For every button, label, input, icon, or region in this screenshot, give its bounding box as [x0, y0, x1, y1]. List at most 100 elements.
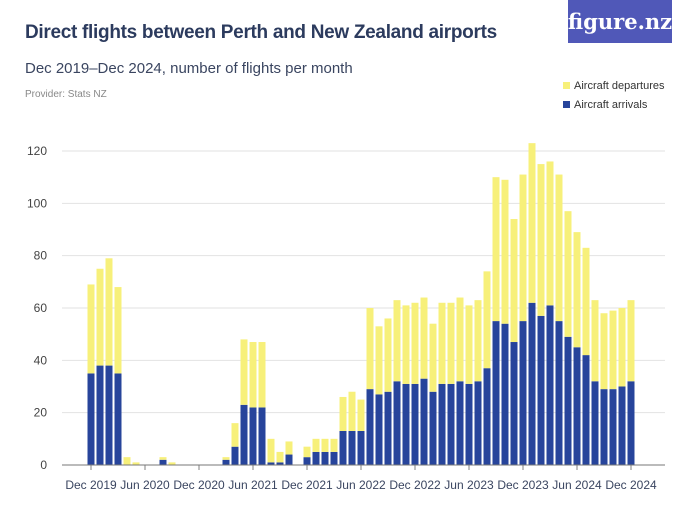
bar-arrivals	[519, 321, 527, 465]
bar-arrivals	[384, 391, 392, 465]
bar-departures	[366, 308, 374, 390]
bar-departures	[438, 302, 446, 384]
x-tick-label: Jun 2023	[444, 478, 494, 492]
bar-arrivals	[447, 383, 455, 465]
bar-arrivals	[375, 394, 383, 465]
y-tick-label: 0	[40, 458, 47, 472]
bar-arrivals	[222, 459, 230, 465]
bar-departures	[393, 300, 401, 382]
bar-departures	[303, 446, 311, 458]
bar-departures	[312, 438, 320, 452]
bar-arrivals	[429, 391, 437, 465]
bar-departures	[168, 462, 176, 465]
bar-arrivals	[555, 321, 563, 465]
bar-arrivals	[231, 446, 239, 465]
bar-departures	[429, 323, 437, 392]
x-tick-label: Dec 2022	[389, 478, 441, 492]
bar-arrivals	[312, 451, 320, 465]
bar-departures	[96, 268, 104, 366]
legend-swatch-departures	[563, 82, 570, 89]
bar-arrivals	[267, 462, 275, 465]
bar-departures	[357, 399, 365, 431]
bar-arrivals	[564, 336, 572, 465]
bar-departures	[231, 423, 239, 447]
bar-departures	[330, 438, 338, 452]
bar-arrivals	[501, 323, 509, 465]
bar-departures	[537, 164, 545, 316]
bar-departures	[510, 219, 518, 343]
bar-arrivals	[618, 386, 626, 465]
bar-arrivals	[474, 381, 482, 465]
bar-arrivals	[276, 462, 284, 465]
x-tick-label: Jun 2021	[228, 478, 278, 492]
bar-departures	[384, 318, 392, 392]
bar-arrivals	[258, 407, 266, 465]
bar-arrivals	[366, 389, 374, 465]
bar-departures	[285, 441, 293, 455]
bar-departures	[420, 297, 428, 379]
bar-departures	[528, 143, 536, 303]
bar-departures	[87, 284, 95, 374]
bar-arrivals	[528, 302, 536, 465]
x-tick-label: Dec 2021	[281, 478, 333, 492]
bar-departures	[321, 438, 329, 452]
y-tick-label: 80	[34, 249, 48, 263]
bar-departures	[240, 339, 248, 405]
bar-departures	[258, 342, 266, 408]
figure-nz-logo[interactable]: figure.nz	[568, 0, 672, 43]
y-tick-label: 100	[27, 196, 47, 210]
x-tick-label: Dec 2024	[605, 478, 657, 492]
bar-departures	[519, 174, 527, 322]
bar-departures	[267, 438, 275, 463]
x-tick-label: Jun 2022	[336, 478, 386, 492]
x-tick-label: Dec 2023	[497, 478, 549, 492]
bar-departures	[348, 391, 356, 431]
bar-departures	[474, 300, 482, 382]
bar-arrivals	[303, 457, 311, 465]
bar-arrivals	[402, 383, 410, 465]
bar-departures	[618, 308, 626, 387]
y-tick-label: 60	[34, 301, 48, 315]
x-tick-label: Jun 2020	[120, 478, 170, 492]
bar-departures	[582, 247, 590, 356]
bar-departures	[222, 457, 230, 460]
legend-label: Aircraft departures	[574, 79, 665, 92]
legend-departures: Aircraft departures	[563, 76, 664, 95]
bar-arrivals	[537, 315, 545, 465]
bar-arrivals	[393, 381, 401, 465]
bar-departures	[123, 457, 131, 465]
bar-arrivals	[465, 383, 473, 465]
y-tick-label: 20	[34, 406, 48, 420]
bar-departures	[105, 258, 113, 366]
bar-arrivals	[321, 451, 329, 465]
bar-arrivals	[339, 430, 347, 465]
bar-arrivals	[285, 454, 293, 465]
y-tick-label: 40	[34, 353, 48, 367]
bar-arrivals	[159, 459, 167, 465]
bar-departures	[447, 302, 455, 384]
bar-arrivals	[240, 404, 248, 465]
bar-arrivals	[357, 430, 365, 465]
bar-arrivals	[330, 451, 338, 465]
bar-departures	[276, 451, 284, 463]
bar-arrivals	[483, 368, 491, 465]
x-tick-label: Dec 2020	[173, 478, 225, 492]
bar-departures	[114, 287, 122, 374]
bar-arrivals	[105, 365, 113, 465]
bar-departures	[249, 342, 257, 408]
bar-arrivals	[249, 407, 257, 465]
bar-arrivals	[411, 383, 419, 465]
legend-swatch-arrivals	[563, 101, 570, 108]
legend: Aircraft departures Aircraft arrivals	[563, 76, 664, 114]
y-tick-label: 120	[27, 144, 47, 158]
bar-departures	[492, 177, 500, 322]
bar-departures	[402, 305, 410, 384]
bar-arrivals	[627, 381, 635, 465]
bar-departures	[465, 305, 473, 384]
bar-arrivals	[492, 321, 500, 465]
bar-departures	[627, 300, 635, 382]
bar-arrivals	[456, 381, 464, 465]
bar-arrivals	[582, 355, 590, 465]
provider: Provider: Stats NZ	[25, 89, 107, 100]
bar-arrivals	[546, 305, 554, 465]
